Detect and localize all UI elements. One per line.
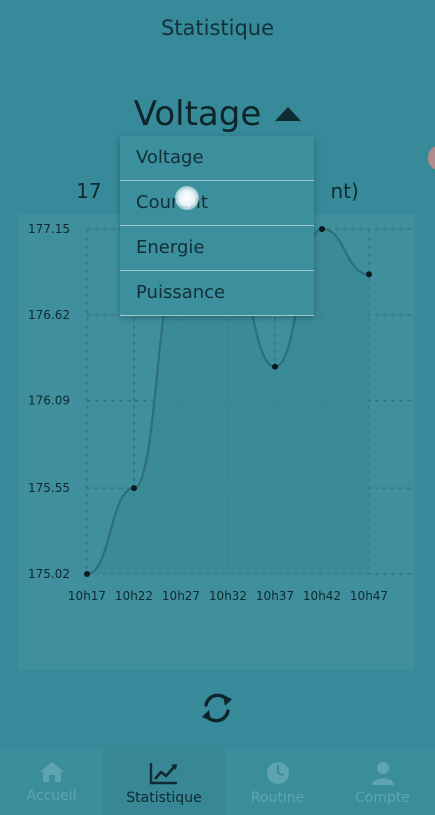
dropdown-option-courant[interactable]: Courant xyxy=(120,181,314,226)
refresh-icon[interactable] xyxy=(196,687,238,729)
bottom-tab-bar: Accueil Statistique Routine Compte xyxy=(0,747,435,815)
dropdown-option-voltage[interactable]: Voltage xyxy=(120,136,314,181)
x-tick-label: 10h47 xyxy=(350,589,388,603)
dropdown-option-energie[interactable]: Energie xyxy=(120,226,314,271)
chart-subtitle: 17 nt) xyxy=(76,179,359,203)
tab-routine[interactable]: Routine xyxy=(225,747,330,815)
tab-compte[interactable]: Compte xyxy=(330,747,435,815)
y-tick-label: 176.09 xyxy=(28,394,70,408)
tab-accueil[interactable]: Accueil xyxy=(0,747,103,815)
x-tick-label: 10h27 xyxy=(162,589,200,603)
measure-selector[interactable]: Voltage xyxy=(0,94,435,134)
user-icon xyxy=(371,762,394,785)
tab-accueil-label: Accueil xyxy=(26,788,77,804)
y-tick-label: 175.55 xyxy=(28,481,70,495)
tab-compte-label: Compte xyxy=(355,790,410,806)
x-tick-label: 10h32 xyxy=(209,589,247,603)
y-tick-label: 176.62 xyxy=(28,308,70,322)
tab-routine-label: Routine xyxy=(250,790,305,806)
dropdown-option-puissance[interactable]: Puissance xyxy=(120,271,314,316)
tab-statistique-label: Statistique xyxy=(126,790,202,806)
tab-statistique[interactable]: Statistique xyxy=(103,747,225,815)
floating-indicator xyxy=(428,146,435,170)
x-tick-label: 10h42 xyxy=(303,589,341,603)
measure-dropdown: Voltage Courant Energie Puissance xyxy=(120,136,314,316)
data-point xyxy=(319,226,325,232)
y-tick-label: 177.15 xyxy=(28,222,70,236)
data-point xyxy=(272,363,278,370)
touch-indicator xyxy=(175,186,199,210)
measure-selector-label: Voltage xyxy=(133,94,262,134)
chart-line-icon xyxy=(149,763,177,785)
x-tick-label: 10h17 xyxy=(68,589,106,603)
x-tick-label: 10h22 xyxy=(115,589,153,603)
y-tick-label: 175.02 xyxy=(28,567,70,581)
x-tick-label: 10h37 xyxy=(256,589,294,603)
data-point xyxy=(84,571,90,577)
page-title: Statistique xyxy=(160,16,275,40)
clock-icon xyxy=(266,762,289,784)
caret-up-icon[interactable] xyxy=(275,107,302,121)
data-point xyxy=(366,271,372,278)
home-icon xyxy=(39,762,64,782)
data-point xyxy=(131,485,137,492)
